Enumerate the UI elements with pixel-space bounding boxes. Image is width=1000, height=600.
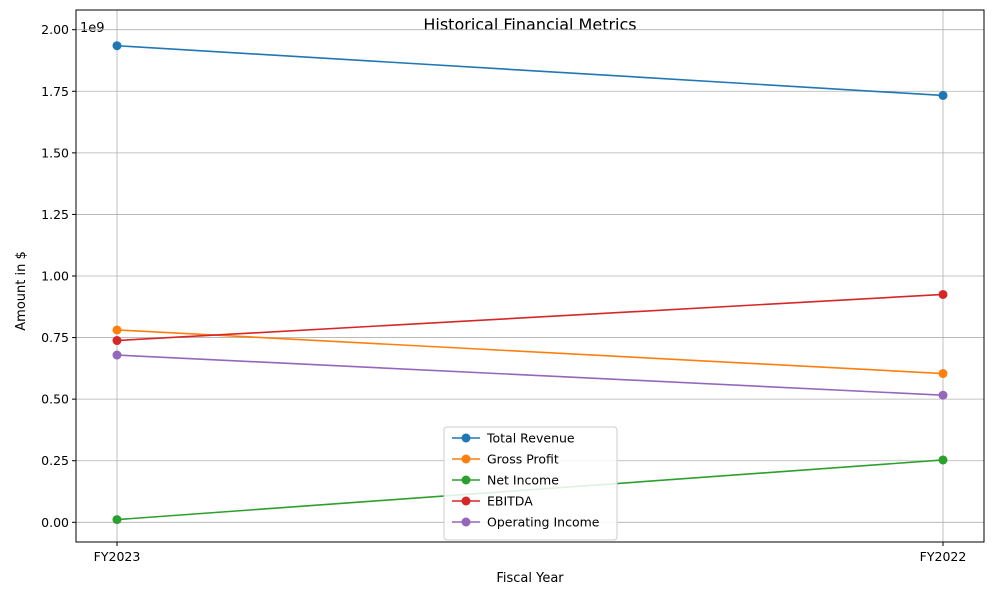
data-point — [938, 369, 948, 379]
series-ebitda — [112, 289, 948, 346]
legend-item: Net Income — [452, 473, 559, 488]
x-tick-label: FY2022 — [920, 549, 967, 564]
legend-box — [443, 426, 618, 541]
legend-item: Operating Income — [452, 515, 600, 530]
data-point — [112, 41, 122, 51]
legend-item: Total Revenue — [452, 431, 575, 446]
series-line — [116, 293, 944, 342]
y-tick-label: 0.75 — [41, 330, 69, 345]
data-point — [112, 325, 122, 335]
y-tick-label: 1.75 — [41, 84, 69, 99]
legend-label: EBITDA — [487, 494, 533, 509]
data-point — [938, 455, 948, 465]
legend-label: Total Revenue — [486, 431, 575, 446]
legend-marker — [461, 454, 471, 464]
data-point — [112, 350, 122, 360]
y-tick-label: 2.00 — [41, 22, 69, 37]
series-gross-profit — [112, 325, 948, 379]
y-tick-label: 1.25 — [41, 207, 69, 222]
legend-label: Operating Income — [487, 515, 600, 530]
legend-item: EBITDA — [452, 494, 533, 509]
legend-label: Net Income — [487, 473, 559, 488]
y-tick-label: 0.00 — [41, 515, 69, 530]
series-total-revenue — [112, 41, 948, 100]
x-axis-ticks: FY2023 FY2022 — [94, 542, 967, 564]
legend-marker — [461, 475, 471, 485]
legend-label: Gross Profit — [487, 452, 559, 467]
y-tick-label: 0.50 — [41, 392, 69, 407]
y-tick-label: 0.25 — [41, 453, 69, 468]
data-point — [938, 390, 948, 400]
y-tick-label: 1.50 — [41, 145, 69, 160]
data-point — [938, 289, 948, 299]
y-offset-label: 1e9 — [80, 21, 105, 36]
data-point — [112, 336, 122, 346]
data-point — [112, 515, 122, 525]
y-axis-ticks: 0.00 0.25 0.50 0.75 1.00 1.25 1.50 1.75 2.00 — [41, 22, 76, 530]
x-axis-label: Fiscal Year — [496, 571, 564, 586]
data-point — [938, 90, 948, 100]
series-operating-income — [112, 350, 948, 400]
series-line — [116, 329, 944, 375]
legend-item: Gross Profit — [452, 452, 559, 467]
legend-marker — [461, 517, 471, 527]
y-axis-label: Amount in $ — [14, 251, 29, 330]
legend-marker — [461, 496, 471, 506]
legend-marker — [461, 433, 471, 443]
legend: Total Revenue Gross Profit Net Income EBITD… — [443, 426, 618, 541]
series-line — [116, 44, 944, 97]
x-tick-label: FY2023 — [94, 549, 141, 564]
chart-title: Historical Financial Metrics — [423, 15, 636, 34]
series-line — [116, 354, 944, 397]
y-tick-label: 1.00 — [41, 269, 69, 284]
